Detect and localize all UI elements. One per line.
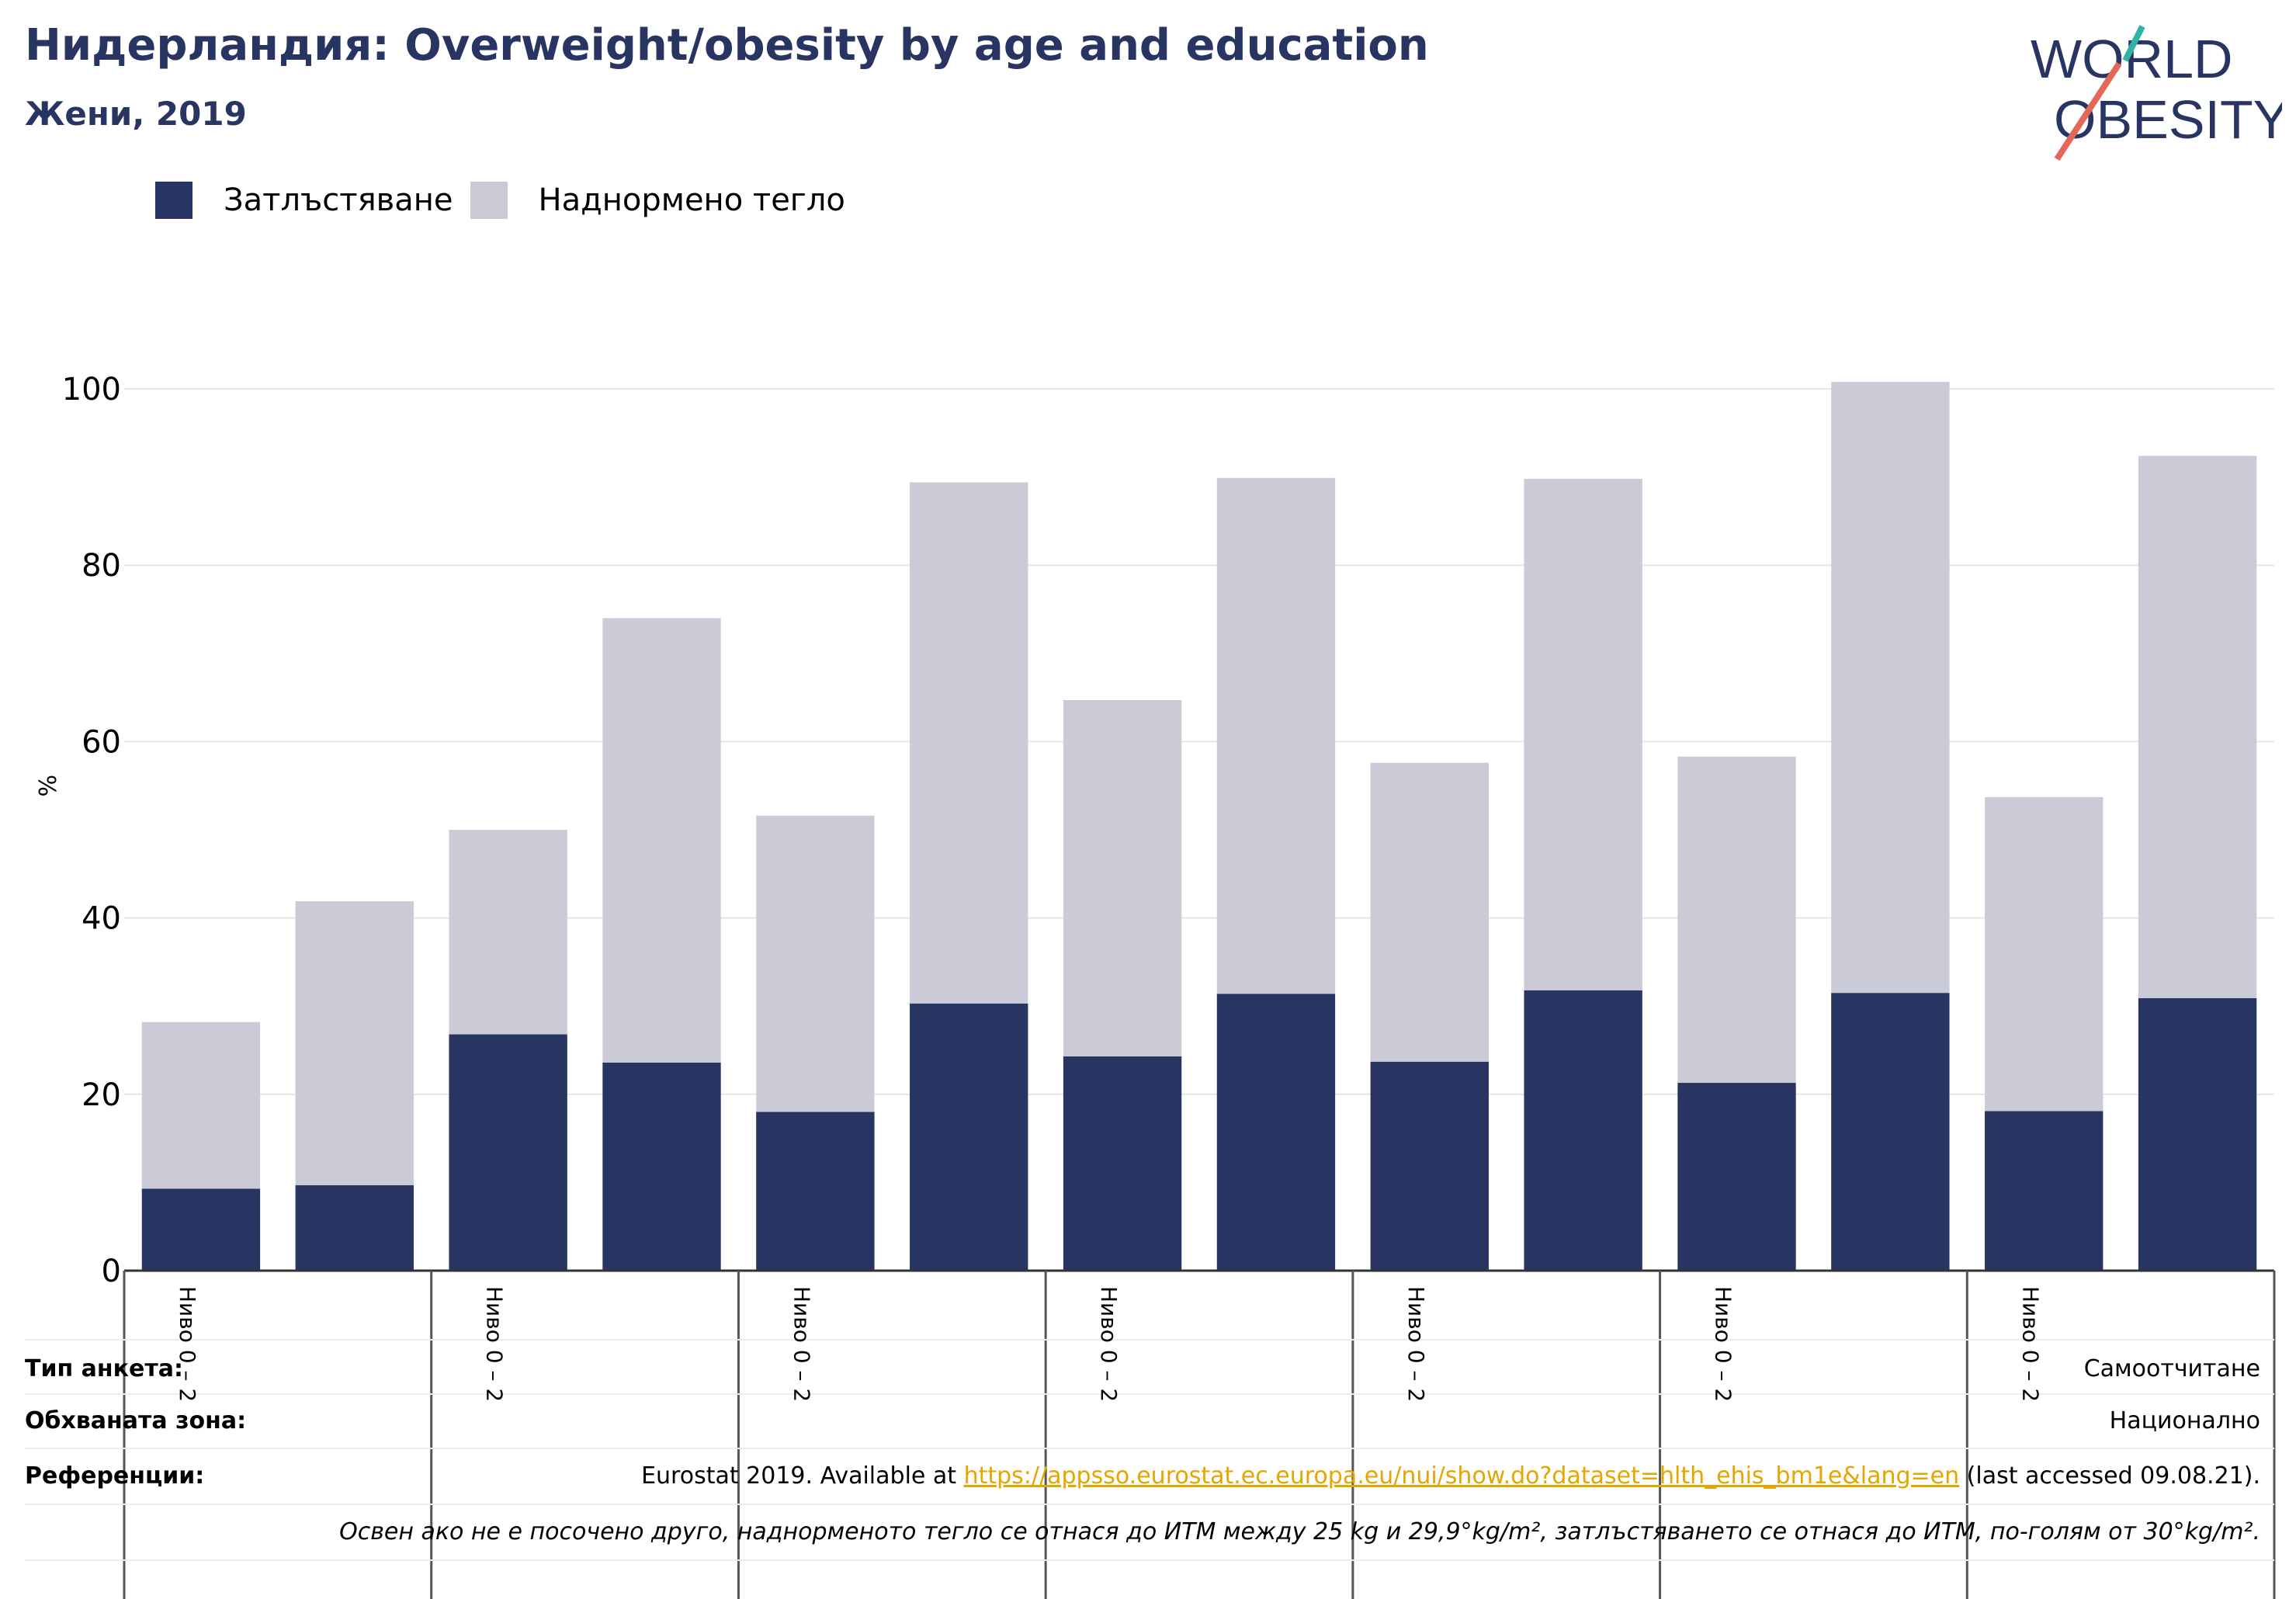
bar-overweight (1677, 756, 1796, 1084)
legend-swatch-overweight (470, 182, 508, 219)
bar-obesity (910, 1003, 1028, 1271)
chart-title: Нидерландия: Overweight/obesity by age a… (25, 20, 1429, 71)
legend-swatch-obesity (155, 182, 192, 219)
references-prefix: Eurostat 2019. Available at (641, 1462, 964, 1490)
coverage-label: Обхваната зона: (25, 1406, 247, 1434)
definition-note: Освен ако не е посочено друго, наднормен… (339, 1517, 2260, 1545)
y-tick-label: 60 (82, 724, 121, 760)
bar-overweight (1370, 762, 1489, 1062)
chart-subtitle: Жени, 2019 (25, 95, 247, 133)
y-axis-label: % (35, 775, 62, 797)
references-label: Референции: (25, 1462, 205, 1490)
bar-obesity (2138, 997, 2257, 1271)
survey-type-value: Самоотчитане (2083, 1354, 2260, 1382)
y-tick-label: 80 (82, 548, 121, 584)
legend-item-obesity[interactable]: Затлъстяване (155, 182, 453, 219)
x-group-label: Ниво 0 – 2 (175, 1286, 200, 1402)
logo-slash-teal (2122, 25, 2145, 62)
y-tick-label: 0 (102, 1254, 121, 1289)
logo-slash-coral (2054, 61, 2122, 161)
bar-overweight (2138, 456, 2257, 998)
x-group-label: Ниво 0 – 2 (482, 1286, 508, 1402)
x-group-label: Ниво 0 – 2 (1403, 1286, 1429, 1402)
chart-legend: Затлъстяване Наднормено тегло (155, 180, 862, 220)
x-group-label: Ниво 0 – 2 (1096, 1286, 1122, 1402)
bar-obesity (1985, 1111, 2104, 1271)
logo-text-world: WORLD (2031, 29, 2233, 89)
info-row-survey-type: Тип анкета: Самоотчитане (25, 1341, 2260, 1396)
info-row-references: Референции: Eurostat 2019. Available at … (25, 1448, 2260, 1503)
bar-obesity (141, 1188, 261, 1271)
legend-item-overweight[interactable]: Наднормено тегло (470, 182, 845, 219)
bar-obesity (756, 1112, 875, 1271)
bar-obesity (602, 1062, 721, 1271)
survey-type-label: Тип анкета: (25, 1354, 183, 1382)
bar-obesity (1677, 1083, 1796, 1271)
bar-obesity (449, 1034, 567, 1271)
y-tick-label: 40 (82, 901, 121, 937)
y-tick-label: 20 (82, 1077, 121, 1113)
bar-overweight (602, 618, 721, 1063)
legend-label-obesity: Затлъстяване (224, 182, 453, 218)
logo-text-obesity: OBESITY (2054, 89, 2282, 150)
bar-overweight (1216, 477, 1336, 994)
legend-label-overweight: Наднормено тегло (538, 182, 845, 218)
info-row-note: Освен ако не е посочено друго, наднормен… (25, 1504, 2260, 1559)
bar-overweight (1831, 381, 1950, 994)
bar-obesity (1524, 990, 1642, 1271)
references-value: Eurostat 2019. Available at https://apps… (641, 1462, 2260, 1490)
y-tick-label: 100 (62, 372, 121, 408)
bar-overweight (449, 830, 567, 1035)
bar-overweight (1063, 700, 1182, 1056)
bar-obesity (1370, 1061, 1489, 1271)
bar-overweight (1524, 478, 1642, 990)
bar-overweight (141, 1021, 261, 1189)
bar-overweight (910, 482, 1028, 1004)
references-link[interactable]: https://appsso.eurostat.ec.europa.eu/nui… (963, 1462, 1960, 1490)
bar-obesity (1216, 994, 1336, 1271)
coverage-value: Национално (2109, 1406, 2260, 1434)
x-group-label: Ниво 0 – 2 (789, 1286, 814, 1402)
bar-overweight (1985, 796, 2104, 1112)
world-obesity-logo: WORLD OBESITY (2031, 25, 2282, 161)
bar-obesity (1831, 993, 1950, 1271)
info-row-coverage: Обхваната зона: Национално (25, 1393, 2260, 1448)
bar-overweight (756, 815, 875, 1112)
bar-obesity (1063, 1056, 1182, 1271)
x-group-label: Ниво 0 – 2 (2017, 1286, 2043, 1402)
x-group-label: Ниво 0 – 2 (1711, 1286, 1736, 1402)
bar-obesity (295, 1185, 414, 1271)
references-suffix: (last accessed 09.08.21). (1959, 1462, 2260, 1490)
bar-overweight (295, 901, 414, 1185)
